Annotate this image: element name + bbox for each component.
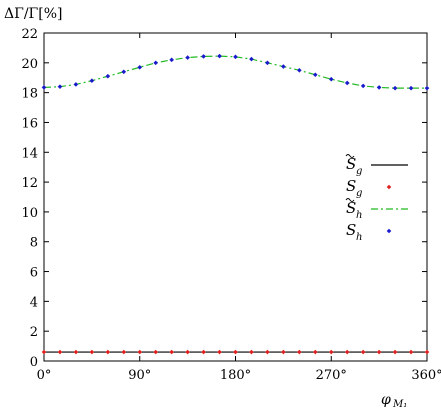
series-2 xyxy=(43,55,427,89)
data-point xyxy=(297,349,302,355)
data-point xyxy=(185,349,190,355)
data-point xyxy=(105,349,111,355)
data-point xyxy=(249,349,254,355)
data-point xyxy=(312,349,318,355)
x-tick-label: 0° xyxy=(37,368,52,383)
data-point xyxy=(344,80,350,86)
legend-key xyxy=(386,228,392,234)
data-point xyxy=(281,349,286,355)
data-point xyxy=(376,349,382,355)
series-1 xyxy=(41,349,430,355)
y-tick-label: 0 xyxy=(30,355,38,370)
plot-border xyxy=(43,32,428,362)
data-point xyxy=(265,349,270,355)
x-axis-label: φ M₁ xyxy=(381,392,407,409)
data-point xyxy=(73,82,79,87)
y-tick-label: 16 xyxy=(21,116,38,131)
x-axis-label-main: φ xyxy=(381,392,391,408)
data-point xyxy=(392,85,398,91)
data-point xyxy=(312,72,318,78)
data-point xyxy=(89,349,95,355)
data-point xyxy=(360,349,366,355)
data-point xyxy=(57,349,63,355)
data-point xyxy=(185,55,190,60)
y-tick-label: 10 xyxy=(21,206,38,221)
data-point xyxy=(344,349,350,355)
legend-label: S xyxy=(346,221,356,239)
data-point xyxy=(392,349,398,355)
legend-label-subscript: g xyxy=(356,166,362,177)
x-tick-label: 360° xyxy=(411,368,441,383)
series-layer xyxy=(41,53,430,355)
data-point xyxy=(105,73,111,79)
data-point xyxy=(217,349,222,355)
x-tick-label: 270° xyxy=(316,368,347,383)
data-point xyxy=(424,349,430,355)
data-point xyxy=(153,60,159,66)
data-point xyxy=(169,57,174,63)
data-point xyxy=(201,349,206,355)
data-point xyxy=(376,85,382,90)
x-tick-label: 180° xyxy=(220,368,251,383)
legend-key xyxy=(386,184,392,190)
y-tick-label: 20 xyxy=(21,57,38,72)
data-point xyxy=(328,76,334,82)
y-tick-label: 6 xyxy=(30,266,38,281)
data-point xyxy=(89,78,95,84)
data-point xyxy=(201,54,206,59)
legend-tilde xyxy=(345,154,355,158)
data-point xyxy=(121,69,127,75)
data-point xyxy=(249,56,254,62)
legend-label-subscript: h xyxy=(356,210,362,221)
data-point xyxy=(73,349,79,355)
data-point xyxy=(41,85,47,90)
y-tick-label: 18 xyxy=(21,87,38,102)
legend-label: S xyxy=(346,177,356,195)
y-tick-label: 2 xyxy=(30,325,38,340)
legend-label: S xyxy=(346,199,356,217)
data-point xyxy=(408,349,414,355)
x-axis-label-subscript: M₁ xyxy=(392,399,407,409)
data-point xyxy=(265,60,270,66)
data-point xyxy=(153,349,159,355)
y-tick-label: 22 xyxy=(21,27,38,42)
data-point xyxy=(281,64,286,69)
series-3 xyxy=(41,53,430,91)
y-tick-label: 4 xyxy=(30,295,38,310)
data-point xyxy=(233,349,238,355)
series-line xyxy=(43,55,427,89)
data-point xyxy=(233,54,238,60)
data-point xyxy=(41,349,47,355)
data-point xyxy=(424,85,430,91)
data-point xyxy=(57,84,63,89)
data-point xyxy=(408,85,414,91)
y-axis-ticks: 0 2 4 6 8 10 12 14 16 18 20 22 xyxy=(21,27,427,370)
data-point xyxy=(137,349,143,355)
y-axis-label: ΔΓ/Γ[%] xyxy=(4,6,62,22)
plot-frame xyxy=(43,32,428,362)
data-point xyxy=(217,53,222,59)
legend-tilde xyxy=(345,198,355,202)
legend-label-subscript: h xyxy=(356,232,362,243)
data-point xyxy=(169,349,174,355)
legend-label-subscript: g xyxy=(356,188,362,199)
data-point xyxy=(137,64,143,70)
x-axis-ticks: 0° 90° 180° 270° 360° xyxy=(37,33,441,383)
legend-label: S xyxy=(346,155,356,173)
y-tick-label: 14 xyxy=(21,146,38,161)
data-point xyxy=(297,67,302,73)
data-point xyxy=(328,349,334,355)
data-point xyxy=(121,349,127,355)
data-point xyxy=(360,83,366,89)
x-tick-label: 90° xyxy=(128,368,151,383)
y-tick-label: 12 xyxy=(21,176,38,191)
y-tick-label: 8 xyxy=(30,236,38,251)
